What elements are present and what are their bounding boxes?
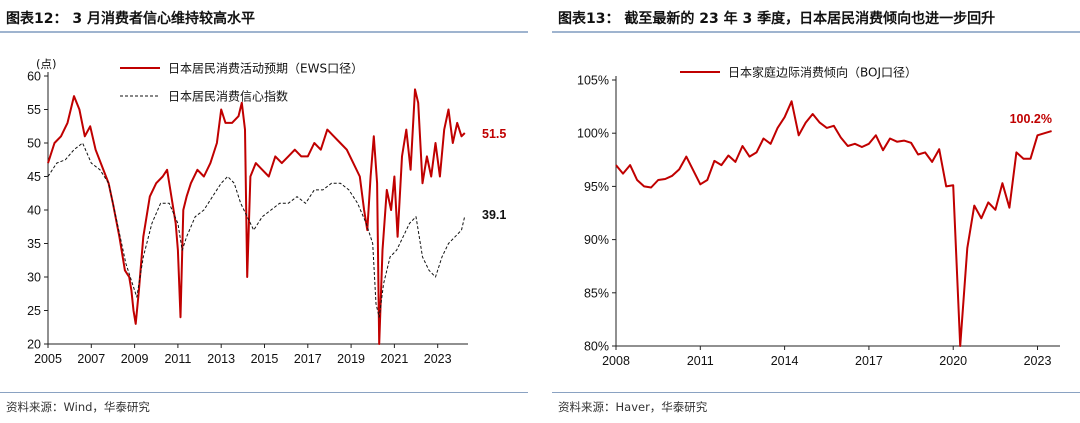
y-unit-label: (点): [36, 57, 56, 71]
end-value-label-2: 39.1: [482, 208, 506, 222]
x-tick-label: 2020: [939, 354, 967, 368]
title-divider-left: [0, 31, 528, 33]
x-tick-label: 2023: [1024, 354, 1052, 368]
legend-label-1: 日本居民消费活动预期（EWS口径）: [168, 62, 363, 76]
x-tick-label: 2017: [855, 354, 883, 368]
end-value-label-1: 100.2%: [1010, 112, 1052, 126]
chart-title-right: 图表13： 截至最新的 23 年 3 季度，日本居民消费倾向也进一步回升: [558, 11, 996, 27]
chart-title-left: 图表12： 3 月消费者信心维持较高水平: [6, 11, 255, 27]
footer-divider-right: [552, 392, 1080, 393]
y-tick-label: 20: [27, 338, 41, 352]
x-tick-label: 2015: [251, 352, 279, 366]
legend-label-1: 日本家庭边际消费倾向（BOJ口径）: [728, 65, 917, 80]
y-tick-label: 90%: [584, 233, 609, 247]
y-tick-label: 105%: [577, 74, 609, 88]
y-tick-label: 30: [27, 271, 41, 285]
x-tick-label: 2014: [771, 354, 799, 368]
legend-label-2: 日本居民消费信心指数: [168, 89, 288, 104]
y-tick-label: 95%: [584, 180, 609, 194]
y-tick-label: 55: [27, 103, 41, 117]
y-tick-label: 85%: [584, 286, 609, 300]
x-tick-label: 2008: [602, 354, 630, 368]
line-chart-consumer-confidence: 20 25 30 35 40 45 50 55 60 2005 2007 2009 2011 2013 20…: [27, 57, 506, 366]
y-tick-label: 50: [27, 137, 41, 151]
line-chart-propensity-to-consume: 80% 85% 90% 95% 100% 105% 2008 2011 2014 2017 2020…: [577, 65, 1060, 368]
x-tick-label: 2013: [207, 352, 235, 366]
source-note-right: 资料来源：Haver，华泰研究: [558, 400, 708, 414]
y-tick-label: 35: [27, 237, 41, 251]
y-tick-label: 45: [27, 170, 41, 184]
y-tick-label: 60: [27, 70, 41, 84]
footer-divider-left: [0, 392, 528, 393]
x-tick-label: 2011: [164, 352, 191, 366]
x-tick-label: 2007: [77, 352, 105, 366]
x-tick-label: 2019: [337, 352, 365, 366]
x-tick-label: 2017: [294, 352, 322, 366]
chart-panel-right: 图表13： 截至最新的 23 年 3 季度，日本居民消费倾向也进一步回升 80%…: [552, 0, 1080, 423]
chart-panel-left: 图表12： 3 月消费者信心维持较高水平 20 25 30 35 40 45 50 55 60 2…: [0, 0, 528, 423]
series-line-1: [615, 100, 1052, 347]
end-value-label-1: 51.5: [482, 127, 506, 141]
source-note-left: 资料来源：Wind，华泰研究: [6, 400, 150, 414]
y-tick-label: 100%: [577, 127, 609, 141]
y-tick-label: 40: [27, 204, 41, 218]
x-tick-label: 2023: [424, 352, 452, 366]
y-tick-label: 25: [27, 304, 41, 318]
x-tick-label: 2011: [687, 354, 714, 368]
x-tick-label: 2005: [34, 352, 62, 366]
title-divider-right: [552, 31, 1080, 33]
x-tick-label: 2009: [121, 352, 149, 366]
series-line-1: [47, 88, 466, 345]
series-line-2: [47, 142, 466, 318]
y-tick-label: 80%: [584, 340, 609, 354]
x-tick-label: 2021: [380, 352, 408, 366]
